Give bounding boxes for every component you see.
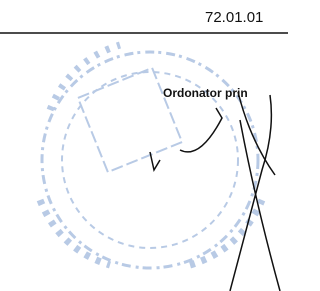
document-code: 72.01.01 (205, 9, 263, 26)
page: 72.01.01 Ordonator prin (() => { const d… (0, 0, 288, 291)
signatory-label: Ordonator prin (163, 86, 248, 100)
document-fragment: 72.01.01 Ordonator prin (0, 0, 288, 291)
